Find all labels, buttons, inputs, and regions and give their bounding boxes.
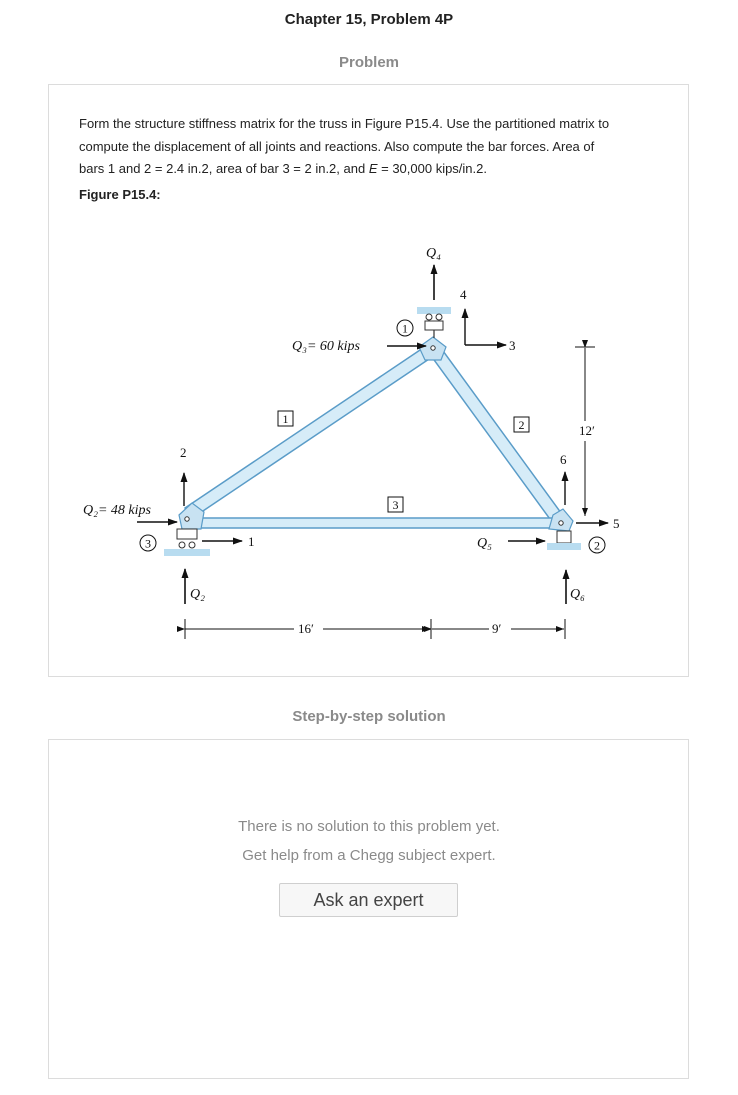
problem-section-label: Problem bbox=[338, 54, 399, 71]
page-title: Chapter 15, Problem 4P bbox=[284, 11, 454, 28]
truss-figure: 1 2 3 1 2 3 bbox=[83, 246, 620, 639]
left-roller-support bbox=[164, 528, 210, 556]
bar-3-member bbox=[188, 517, 563, 529]
solution-card: There is no solution to this problem yet… bbox=[48, 739, 689, 1079]
figure-label: Figure P15.4: bbox=[79, 187, 161, 202]
dof-arrows bbox=[180, 308, 609, 545]
q2-reaction-label: Q₂ bbox=[190, 587, 205, 602]
gusset-left bbox=[178, 502, 205, 530]
load-q2-label: Q₂= 48 kips bbox=[83, 503, 152, 518]
gusset-plates bbox=[178, 336, 574, 532]
q5-label: Q₅ bbox=[477, 536, 492, 551]
problem-text-line3b: = 30,000 kips/in.2. bbox=[377, 161, 487, 176]
bar-1-label: 1 bbox=[283, 412, 289, 426]
bar-2-member bbox=[428, 342, 565, 528]
q6-label: Q₆ bbox=[570, 587, 585, 602]
dim-9-label: 9′ bbox=[492, 621, 502, 636]
dof-4-label: 4 bbox=[460, 287, 467, 302]
dim-12-label: 12′ bbox=[579, 423, 595, 438]
problem-text-line2: compute the displacement of all joints a… bbox=[79, 138, 595, 154]
problem-card: Form the structure stiffness matrix for … bbox=[48, 84, 689, 677]
get-help-message: Get help from a Chegg subject expert. bbox=[242, 847, 496, 864]
dimension-lines bbox=[177, 340, 595, 639]
dof-3-label: 3 bbox=[509, 338, 516, 353]
right-pin-support bbox=[547, 530, 581, 550]
joint-2-label: 2 bbox=[594, 539, 600, 553]
joint-3-label: 3 bbox=[145, 537, 151, 551]
joint-1-label: 1 bbox=[402, 322, 408, 336]
problem-text-line3a: bars 1 and 2 = 2.4 in.2, area of bar 3 =… bbox=[79, 161, 369, 176]
bar-2-label: 2 bbox=[519, 418, 525, 432]
dof-5-label: 5 bbox=[613, 516, 620, 531]
problem-text-line1: Form the structure stiffness matrix for … bbox=[79, 116, 610, 131]
dof-2-label: 2 bbox=[180, 445, 187, 460]
bar-3-label: 3 bbox=[393, 498, 399, 512]
problem-statement: Form the structure stiffness matrix for … bbox=[79, 113, 669, 181]
dof-1-label: 1 bbox=[248, 534, 255, 549]
no-solution-message: There is no solution to this problem yet… bbox=[238, 818, 500, 835]
load-arrows bbox=[137, 264, 570, 604]
ask-expert-button[interactable]: Ask an expert bbox=[279, 883, 458, 917]
bar-1-member bbox=[183, 343, 440, 518]
q4-label: Q₄ bbox=[426, 246, 441, 261]
joint-numbers: 1 2 3 bbox=[139, 319, 606, 554]
dim-16-label: 16′ bbox=[298, 621, 314, 636]
solution-section-label: Step-by-step solution bbox=[292, 708, 446, 725]
figure-labels: Q₃= 60 kips Q₂= 48 kips Q₄ Q₅ Q₆ Q₂ 1 2 … bbox=[83, 246, 620, 602]
problem-text-var-e: E bbox=[368, 161, 378, 176]
truss-members bbox=[183, 342, 565, 529]
load-q3-label: Q₃= 60 kips bbox=[292, 339, 361, 354]
top-roller-support bbox=[417, 307, 451, 338]
dof-6-label: 6 bbox=[560, 452, 567, 467]
bar-numbers: 1 2 3 bbox=[277, 410, 530, 513]
